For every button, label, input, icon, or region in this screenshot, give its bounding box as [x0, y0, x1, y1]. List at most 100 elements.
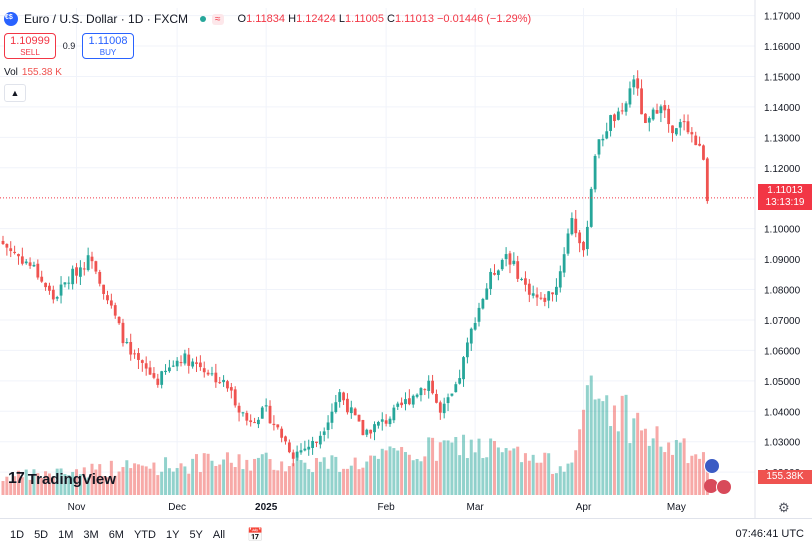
- candle-body: [435, 393, 438, 403]
- range-5y[interactable]: 5Y: [189, 529, 203, 541]
- volume-bar: [229, 462, 233, 495]
- collapse-chevron-icon[interactable]: ▲: [4, 84, 26, 102]
- y-tick-label: 1.05000: [764, 377, 801, 388]
- candle-body: [694, 135, 698, 146]
- volume-bar: [396, 450, 400, 495]
- volume-bar: [686, 463, 690, 495]
- volume-bar: [427, 437, 431, 495]
- candle-body: [438, 402, 442, 413]
- range-5d[interactable]: 5D: [34, 529, 49, 541]
- wave-icon[interactable]: ≈: [212, 13, 224, 25]
- range-6m[interactable]: 6M: [108, 529, 124, 541]
- candle-body: [384, 420, 388, 424]
- volume-bar: [334, 456, 338, 495]
- candle-body: [527, 283, 531, 295]
- volume-bar: [24, 469, 28, 495]
- volume-bar: [698, 458, 702, 495]
- candle-body: [179, 362, 183, 364]
- gear-icon[interactable]: ⚙: [778, 500, 790, 515]
- volume-bar: [183, 466, 187, 495]
- last-price-tag: 1.11013 13:13:19: [758, 184, 812, 210]
- candle-body: [338, 392, 342, 402]
- volume-bar: [411, 460, 415, 495]
- eu-flag-icon[interactable]: [704, 458, 720, 474]
- candle-body: [71, 268, 75, 285]
- candle-body: [86, 255, 90, 270]
- volume-bar: [345, 468, 349, 495]
- candle-body: [477, 307, 481, 322]
- candle-body: [210, 373, 214, 375]
- clock[interactable]: 07:46:41 UTC: [735, 528, 804, 540]
- candle-body: [674, 128, 678, 135]
- range-1m[interactable]: 1M: [58, 529, 74, 541]
- candle-body: [268, 405, 272, 424]
- candle-body: [260, 407, 264, 419]
- volume-bar: [59, 468, 63, 495]
- candle-body: [659, 106, 663, 114]
- volume-bar: [167, 468, 171, 495]
- candle-body: [113, 305, 117, 316]
- spread-value: 0.9: [62, 41, 76, 51]
- volume-bar: [353, 457, 357, 495]
- candle-body: [318, 435, 322, 445]
- us-flag-icon[interactable]: [704, 479, 718, 493]
- range-all[interactable]: All: [212, 529, 226, 541]
- range-3m[interactable]: 3M: [83, 529, 99, 541]
- candle-body: [13, 251, 17, 254]
- candle-body: [195, 362, 198, 364]
- volume-bar: [63, 474, 67, 495]
- candle-body: [299, 450, 303, 453]
- candle-body: [485, 288, 489, 300]
- sell-button[interactable]: 1.10999 SELL: [4, 33, 56, 59]
- volume-bar: [504, 448, 508, 495]
- volume-bar: [450, 442, 454, 495]
- y-tick-label: 1.12000: [764, 164, 801, 175]
- us-flag-icon-2[interactable]: [716, 479, 732, 495]
- candle-body: [272, 423, 276, 426]
- candle-body: [322, 431, 326, 435]
- candle-body: [5, 243, 9, 248]
- range-1d[interactable]: 1D: [10, 529, 25, 541]
- volume-bar: [136, 464, 140, 495]
- volume-bar: [582, 409, 585, 495]
- candle-body: [396, 403, 400, 407]
- symbol-title[interactable]: Euro / U.S. Dollar · 1D · FXCM: [24, 12, 189, 26]
- candle-body: [241, 412, 245, 414]
- volume-bar: [473, 452, 477, 495]
- volume-bar: [539, 462, 543, 495]
- volume-bar: [152, 462, 156, 495]
- candle-body: [229, 387, 233, 391]
- volume-bar: [260, 454, 264, 495]
- candle-body: [493, 273, 496, 275]
- candle-body: [237, 405, 241, 413]
- candle-body: [582, 241, 585, 251]
- candle-body: [388, 418, 392, 425]
- volume-bar: [71, 471, 75, 495]
- volume-bar: [431, 437, 435, 495]
- range-1y[interactable]: 1Y: [165, 529, 180, 541]
- buy-button[interactable]: 1.11008 BUY: [82, 33, 134, 59]
- volume-bar: [287, 466, 291, 495]
- volume-bar: [543, 452, 547, 495]
- candle-body: [98, 271, 102, 284]
- candle-body: [17, 254, 20, 257]
- volume-bar: [516, 446, 520, 495]
- range-ytd[interactable]: YTD: [133, 529, 156, 541]
- volume-bar: [330, 455, 334, 495]
- volume-bar: [523, 453, 527, 495]
- candle-body: [249, 420, 253, 423]
- volume-bar: [28, 479, 32, 495]
- candle-body: [202, 368, 206, 373]
- volume-bar: [601, 401, 605, 495]
- volume-bar: [187, 473, 191, 495]
- candle-body: [20, 256, 24, 264]
- volume-bar: [98, 464, 102, 495]
- candle-body: [9, 248, 13, 252]
- calendar-icon[interactable]: 📅: [247, 527, 264, 542]
- candle-body: [233, 389, 237, 406]
- volume-bar: [465, 458, 469, 495]
- volume-bar: [144, 466, 148, 495]
- volume-bar: [403, 452, 407, 495]
- candle-body: [152, 373, 156, 378]
